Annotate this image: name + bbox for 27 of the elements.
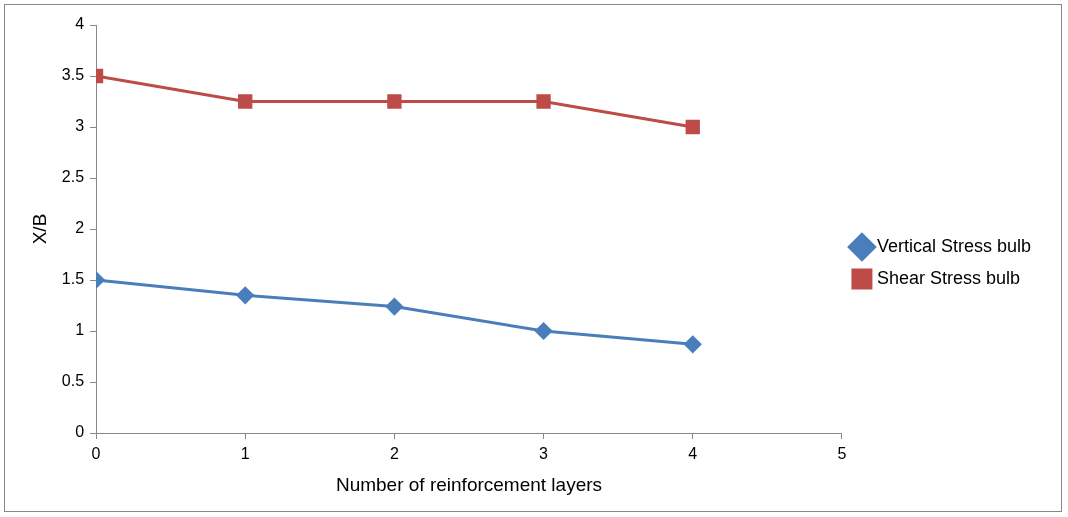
y-tick-label: 2.5 (61, 168, 85, 186)
point (238, 94, 253, 109)
y-tick-label: 3.5 (61, 66, 85, 84)
y-tick-label: 1 (75, 321, 85, 339)
x-tick-label: 1 (240, 445, 250, 463)
x-tick-label: 2 (389, 445, 399, 463)
y-tick-label: 2 (75, 219, 85, 237)
x-tick-label: 0 (91, 445, 101, 463)
point (685, 119, 700, 135)
x-tick-label: 5 (837, 445, 847, 463)
y-tick-label: 3 (75, 117, 85, 135)
point (385, 298, 403, 316)
x-tick-label: 3 (539, 445, 549, 463)
y-axis-title: X/B (28, 213, 50, 245)
x-tick-label: 4 (688, 445, 698, 463)
y-tick-label: 0.5 (61, 372, 85, 390)
legend-label: Vertical Stress bulb (876, 235, 1032, 256)
y-tick-label: 1.5 (61, 270, 85, 288)
y-tick-label: 0 (75, 423, 85, 441)
x-axis-title: Number of reinforcement layers (335, 473, 603, 495)
point (535, 322, 553, 340)
point (684, 335, 702, 353)
point (236, 286, 254, 304)
y-tick-label: 4 (75, 15, 85, 33)
point (387, 94, 402, 109)
point (536, 94, 551, 109)
legend-label: Shear Stress bulb (876, 267, 1021, 288)
